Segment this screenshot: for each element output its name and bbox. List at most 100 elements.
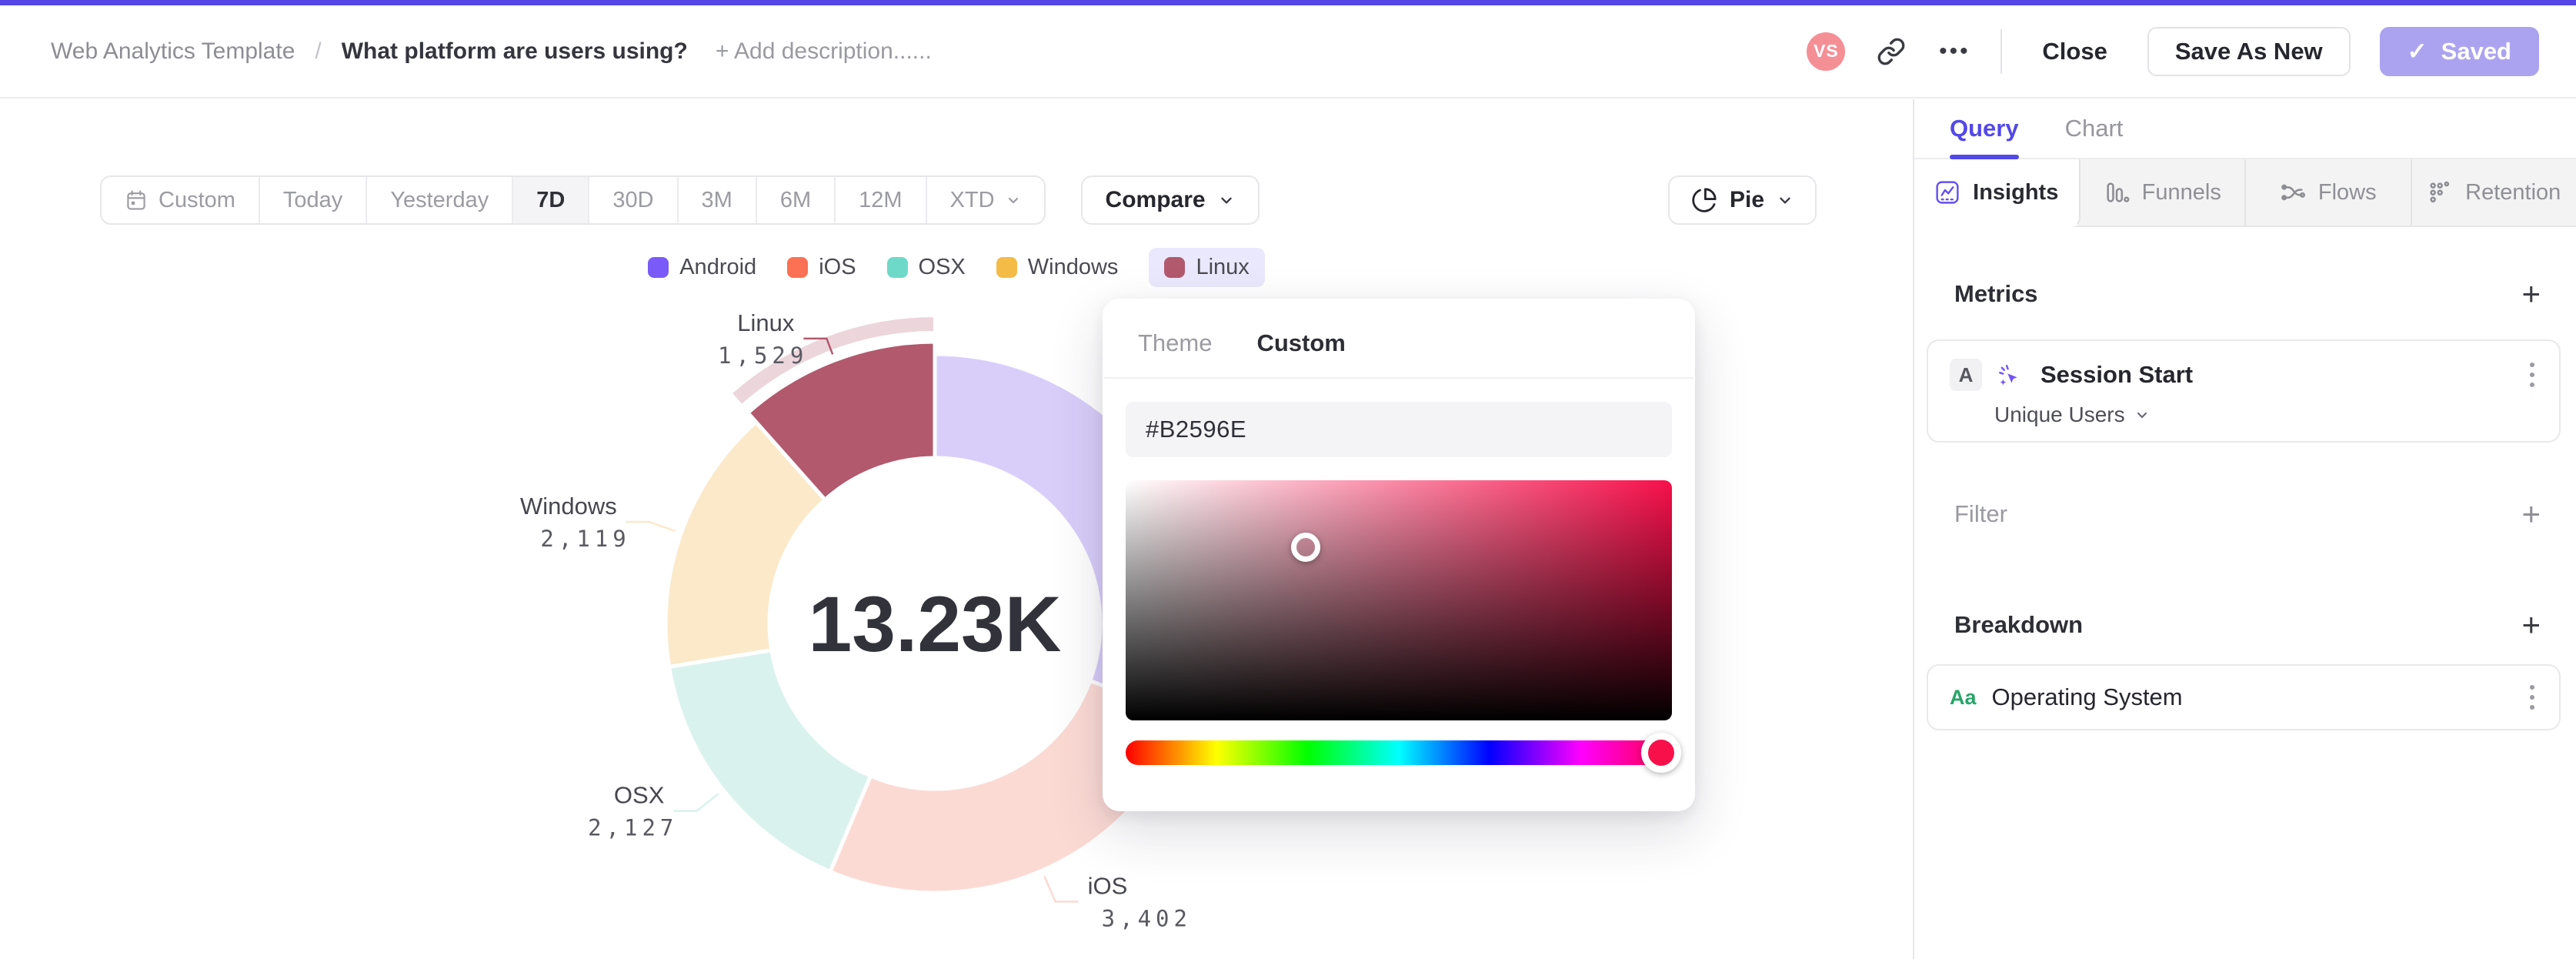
range-label: 3M (701, 187, 732, 212)
breakdown-menu-button[interactable] (2525, 680, 2539, 714)
range-12m[interactable]: 12M (836, 177, 927, 223)
pie-slice-ios[interactable] (828, 679, 1190, 895)
metric-card[interactable]: A Session Start Unique Users (1927, 339, 2561, 443)
range-yesterday[interactable]: Yesterday (367, 177, 514, 223)
range-label: Today (282, 187, 343, 212)
chart-type-button[interactable]: Pie (1668, 175, 1817, 225)
slice-highlight-band (728, 313, 936, 409)
legend-label: Windows (1027, 255, 1119, 279)
legend-swatch[interactable] (886, 257, 908, 278)
retention-icon (2430, 181, 2450, 203)
donut-center-total: 13.23K (809, 580, 1062, 668)
range-label: 12M (859, 187, 903, 212)
report-title[interactable]: What platform are users using? (341, 38, 688, 64)
legend-item-linux[interactable]: Linux (1149, 248, 1265, 287)
close-button[interactable]: Close (2042, 37, 2107, 65)
saturation-selector-handle[interactable] (1291, 533, 1321, 563)
add-breakdown-button[interactable]: + (2521, 606, 2541, 643)
metrics-heading: Metrics (1954, 280, 2038, 307)
donut-chart[interactable]: iOS 3,402 OSX 2,127 Windows 2,119 Linux 1,529 13… (492, 308, 1416, 954)
check-icon: ✓ (2407, 37, 2428, 65)
add-filter-button[interactable]: + (2521, 496, 2541, 532)
range-7d[interactable]: 7D (513, 177, 590, 223)
breakdown-section-header: Breakdown + (1914, 609, 2576, 641)
pie-slice-windows[interactable] (663, 419, 827, 669)
picker-divider (1104, 377, 1693, 379)
tab-chart[interactable]: Chart (2064, 115, 2124, 142)
tab-query[interactable]: Query (1950, 99, 2019, 159)
legend-label: Android (679, 255, 757, 279)
compare-label: Compare (1105, 187, 1206, 212)
saturation-gradient-area[interactable] (1126, 480, 1672, 720)
range-xtd[interactable]: XTD (927, 177, 1044, 223)
legend-swatch[interactable] (996, 257, 1017, 278)
breadcrumb: Web Analytics Template / What platform a… (0, 38, 932, 65)
metric-measure-label: Unique Users (1994, 403, 2125, 426)
breadcrumb-project[interactable]: Web Analytics Template (51, 38, 295, 64)
legend-swatch[interactable] (648, 257, 669, 278)
slice-label-name-ios: iOS (1088, 873, 1128, 900)
property-type-badge: Aa (1950, 685, 1977, 709)
metric-measure-dropdown[interactable]: Unique Users (1994, 403, 2539, 427)
sidebar-tabs: Query Chart (1914, 99, 2576, 159)
add-metric-button[interactable]: + (2521, 276, 2541, 312)
legend-item-osx[interactable]: OSX (886, 248, 966, 287)
chevron-down-icon (1008, 197, 1018, 204)
share-link-button[interactable] (1874, 35, 1908, 68)
header-divider (2000, 28, 2003, 74)
compare-button[interactable]: Compare (1080, 175, 1260, 225)
pie-slice-osx[interactable] (667, 648, 873, 874)
avatar[interactable]: VS (1807, 32, 1846, 71)
hex-color-input[interactable]: #B2596E (1126, 402, 1672, 457)
insights-icon (1936, 181, 1959, 204)
filter-heading: Filter (1954, 500, 2007, 527)
saved-label: Saved (2441, 37, 2511, 65)
mode-funnels[interactable]: Funnels (2080, 159, 2246, 226)
mode-retention[interactable]: Retention (2412, 159, 2576, 226)
link-icon (1878, 38, 1905, 65)
filter-section-header: Filter + (1914, 498, 2576, 530)
slice-connector-osx (673, 793, 719, 812)
chart-legend: Android iOS OSX Windows Linux (0, 248, 1913, 287)
tab-theme[interactable]: Theme (1138, 329, 1213, 356)
legend-swatch[interactable] (1164, 257, 1186, 278)
range-3m[interactable]: 3M (679, 177, 757, 223)
hue-slider-handle[interactable] (1640, 733, 1681, 773)
legend-item-windows[interactable]: Windows (996, 248, 1119, 287)
range-label: Custom (158, 187, 235, 212)
analysis-mode-tabs: Insights Funnels Flows (1914, 159, 2576, 227)
query-sidebar: Query Chart Insights Funnels (1913, 99, 2576, 959)
event-sparkle-icon (1999, 365, 2017, 386)
slice-connector-linux (803, 337, 834, 355)
mode-insights[interactable]: Insights (1914, 159, 2080, 227)
pie-slice-linux[interactable] (746, 339, 937, 502)
more-options-button[interactable]: ••• (1937, 35, 1971, 68)
slice-label-value-ios: 3,402 (1102, 906, 1192, 932)
color-picker-tabs: Theme Custom (1103, 299, 1695, 377)
range-label: 30D (612, 187, 654, 212)
range-30d[interactable]: 30D (589, 177, 679, 223)
breakdown-card[interactable]: Aa Operating System (1927, 664, 2561, 730)
save-as-new-button[interactable]: Save As New (2147, 26, 2351, 76)
saved-button[interactable]: ✓ Saved (2379, 26, 2539, 76)
metric-series-badge: A (1950, 359, 1982, 391)
legend-item-ios[interactable]: iOS (787, 248, 856, 287)
add-description-button[interactable]: + Add description...... (715, 38, 932, 64)
slice-label-value-linux: 1,529 (718, 342, 808, 369)
date-range-group: Custom Today Yesterday 7D 30D 3M 6M 12M XTD (100, 175, 1046, 225)
range-6m[interactable]: 6M (757, 177, 836, 223)
range-custom[interactable]: Custom (102, 177, 260, 223)
tab-custom[interactable]: Custom (1256, 329, 1346, 356)
slice-label-name-osx: OSX (614, 782, 665, 809)
legend-swatch[interactable] (787, 257, 809, 278)
metric-menu-button[interactable] (2525, 358, 2539, 392)
range-today[interactable]: Today (260, 177, 368, 223)
breakdown-heading: Breakdown (1954, 611, 2084, 638)
slice-connector-windows (626, 520, 676, 533)
mode-flows[interactable]: Flows (2246, 159, 2412, 226)
hue-slider[interactable] (1126, 733, 1681, 773)
header: Web Analytics Template / What platform a… (0, 5, 2576, 99)
legend-item-android[interactable]: Android (648, 248, 756, 287)
mode-insights-label: Insights (1973, 179, 2059, 205)
legend-label: Linux (1196, 255, 1250, 279)
